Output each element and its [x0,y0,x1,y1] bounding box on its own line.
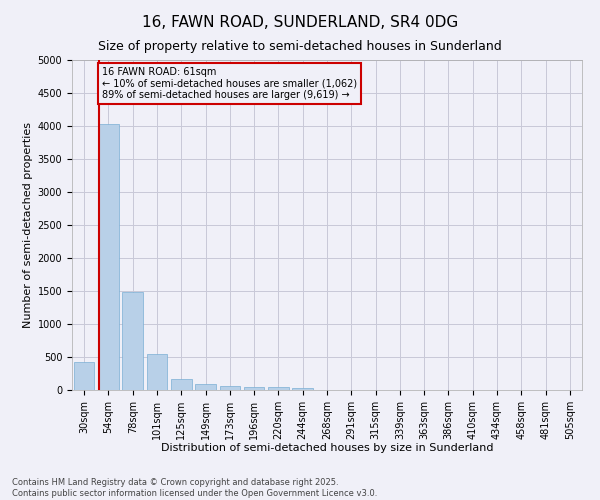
Bar [292,388,313,390]
Bar [122,292,143,390]
X-axis label: Distribution of semi-detached houses by size in Sunderland: Distribution of semi-detached houses by … [161,444,493,454]
Bar [98,124,119,390]
Y-axis label: Number of semi-detached properties: Number of semi-detached properties [23,122,34,328]
Bar [195,384,216,390]
Text: Size of property relative to semi-detached houses in Sunderland: Size of property relative to semi-detach… [98,40,502,53]
Text: 16 FAWN ROAD: 61sqm
← 10% of semi-detached houses are smaller (1,062)
89% of sem: 16 FAWN ROAD: 61sqm ← 10% of semi-detach… [103,66,358,100]
Bar [146,354,167,390]
Bar [244,387,265,390]
Bar [268,388,289,390]
Text: 16, FAWN ROAD, SUNDERLAND, SR4 0DG: 16, FAWN ROAD, SUNDERLAND, SR4 0DG [142,15,458,30]
Text: Contains HM Land Registry data © Crown copyright and database right 2025.
Contai: Contains HM Land Registry data © Crown c… [12,478,377,498]
Bar [171,379,191,390]
Bar [220,386,240,390]
Bar [74,362,94,390]
